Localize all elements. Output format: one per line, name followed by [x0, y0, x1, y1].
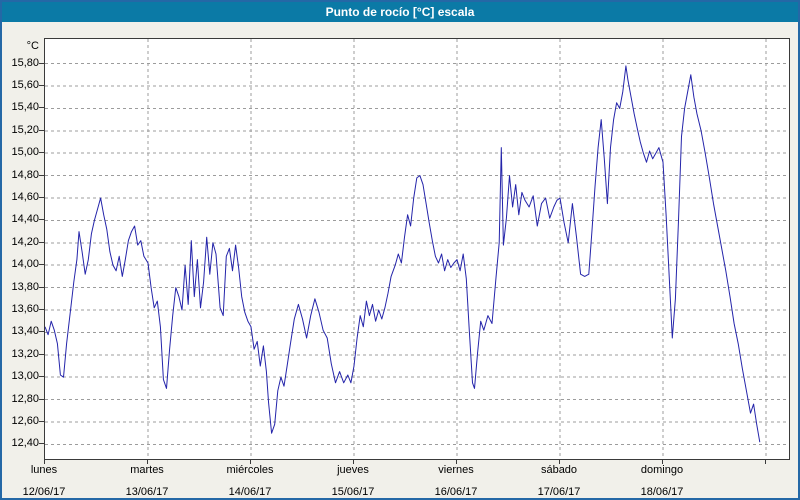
y-tick-label: 13,40 — [11, 325, 39, 338]
x-tick-mark — [559, 460, 560, 464]
x-tick-mark — [44, 460, 45, 464]
y-tick-label: 13,00 — [11, 370, 39, 383]
y-tick-label: 15,40 — [11, 101, 39, 114]
y-tick-mark — [39, 197, 44, 199]
x-date-label: 14/06/17 — [228, 486, 272, 498]
y-tick-mark — [39, 107, 44, 109]
x-date-label: 15/06/17 — [331, 486, 375, 498]
x-date-label: 17/06/17 — [537, 486, 581, 498]
y-tick-mark — [39, 376, 44, 378]
x-date-label: 13/06/17 — [125, 486, 169, 498]
x-tick-mark — [456, 460, 457, 464]
x-tick-mark — [765, 460, 766, 464]
y-tick-label: 14,60 — [11, 191, 39, 204]
x-date-label: 12/06/17 — [22, 486, 66, 498]
x-tick-mark — [353, 460, 354, 464]
x-tick-mark — [662, 460, 663, 464]
x-day-label: lunes — [30, 464, 58, 476]
x-tick-mark — [250, 460, 251, 464]
y-tick-mark — [39, 353, 44, 355]
y-tick-label: 13,80 — [11, 280, 39, 293]
title-bar: Punto de rocío [°C] escala — [2, 2, 798, 22]
y-tick-mark — [39, 85, 44, 87]
y-tick-label: 12,80 — [11, 392, 39, 405]
x-day-label: viernes — [438, 464, 474, 476]
y-tick-mark — [39, 443, 44, 445]
x-day-label: miércoles — [226, 464, 274, 476]
x-day-label: jueves — [337, 464, 369, 476]
y-tick-mark — [39, 152, 44, 154]
y-tick-label: 12,40 — [11, 437, 39, 450]
y-tick-label: 14,20 — [11, 235, 39, 248]
y-tick-mark — [39, 286, 44, 288]
y-tick-label: 14,80 — [11, 168, 39, 181]
y-tick-mark — [39, 129, 44, 131]
y-axis-unit-label: °C — [26, 40, 39, 52]
y-tick-mark — [39, 219, 44, 221]
y-tick-label: 13,60 — [11, 303, 39, 316]
y-tick-label: 15,00 — [11, 146, 39, 159]
y-tick-mark — [39, 421, 44, 423]
y-tick-label: 14,40 — [11, 213, 39, 226]
y-tick-mark — [39, 241, 44, 243]
y-tick-mark — [39, 309, 44, 311]
y-tick-label: 15,60 — [11, 79, 39, 92]
x-date-label: 16/06/17 — [434, 486, 478, 498]
y-tick-label: 15,80 — [11, 56, 39, 69]
y-tick-label: 13,20 — [11, 347, 39, 360]
x-tick-mark — [147, 460, 148, 464]
y-tick-mark — [39, 174, 44, 176]
y-tick-mark — [39, 331, 44, 333]
y-tick-mark — [39, 264, 44, 266]
y-tick-label: 15,20 — [11, 123, 39, 136]
x-day-label: sábado — [540, 464, 578, 476]
chart-title: Punto de rocío [°C] escala — [325, 5, 475, 19]
y-tick-mark — [39, 398, 44, 400]
plot-area — [44, 38, 790, 460]
plot-svg — [45, 39, 789, 459]
dew-point-series-line — [45, 65, 761, 443]
y-tick-mark — [39, 62, 44, 64]
x-date-label: 18/06/17 — [640, 486, 684, 498]
y-tick-label: 14,00 — [11, 258, 39, 271]
x-day-label: domingo — [640, 464, 684, 476]
chart-area: °C 15,80 15,60 15,40 15,20 15,00 14,80 14,60 14… — [2, 22, 798, 498]
x-day-label: martes — [130, 464, 164, 476]
y-tick-label: 12,60 — [11, 415, 39, 428]
